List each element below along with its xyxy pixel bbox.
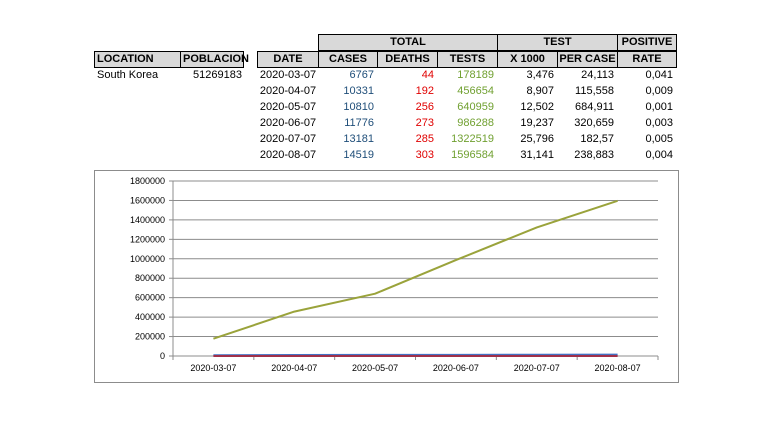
total-group-header: TOTAL [318,34,498,51]
cell-tests[interactable]: 1322519 [451,133,494,145]
x-tick-label: 2020-05-07 [352,363,398,373]
rate-header: RATE [617,51,677,68]
location-header: LOCATION [94,51,181,68]
date-header: DATE [257,51,319,68]
cell-tests[interactable]: 640959 [457,101,494,113]
cell-per-case[interactable]: 24,113 [581,69,614,81]
cell-tests[interactable]: 456654 [457,85,494,97]
x-tick-label: 2020-07-07 [514,363,560,373]
cell-tests[interactable]: 1596584 [451,149,494,161]
tests-header: TESTS [437,51,498,68]
cell-per-case[interactable]: 115,558 [575,85,614,97]
y-tick-label: 1400000 [130,215,165,225]
cell-cases[interactable]: 6767 [349,69,374,81]
cell-cases[interactable]: 10810 [343,101,374,113]
cell-date[interactable]: 2020-07-07 [259,133,317,145]
tests-chart[interactable]: 0 200000 400000 600000 800000 1000000 1200000 1… [94,170,679,383]
positive-group-header: POSITIVE [617,34,677,51]
cell-deaths[interactable]: 273 [415,117,434,129]
cell-per-case[interactable]: 320,659 [574,117,614,129]
cell-deaths[interactable]: 192 [415,85,434,97]
x-tick-label: 2020-06-07 [433,363,479,373]
test-group-header: TEST [497,34,618,51]
cell-x1000[interactable]: 31,141 [520,149,554,161]
poblacion-value[interactable]: 51269183 [193,69,242,81]
cell-x1000[interactable]: 19,237 [520,117,554,129]
cell-per-case[interactable]: 182,57 [580,133,614,145]
y-tick-label: 600000 [135,293,165,303]
series-line-tests [213,199,618,340]
cell-x1000[interactable]: 12,502 [520,101,554,113]
cell-date[interactable]: 2020-05-07 [259,101,317,113]
location-value[interactable]: South Korea [97,69,159,81]
cell-x1000[interactable]: 25,796 [520,133,554,145]
cell-cases[interactable]: 11776 [344,117,374,129]
cell-rate[interactable]: 0,003 [645,117,673,129]
y-tick-label: 400000 [135,312,165,322]
cell-date[interactable]: 2020-08-07 [259,149,317,161]
cell-tests[interactable]: 986288 [457,117,494,129]
cell-deaths[interactable]: 285 [415,133,434,145]
cell-deaths[interactable]: 256 [415,101,434,113]
cell-rate[interactable]: 0,004 [645,149,673,161]
cell-tests[interactable]: 178189 [457,69,494,81]
cell-rate[interactable]: 0,001 [645,101,673,113]
cell-date[interactable]: 2020-04-07 [259,85,317,97]
cell-rate[interactable]: 0,041 [645,69,673,81]
cell-cases[interactable]: 14519 [343,149,374,161]
poblacion-header: POBLACION [180,51,249,68]
cell-per-case[interactable]: 684,911 [575,101,614,113]
y-tick-label: 1800000 [130,176,165,186]
y-tick-label: 1000000 [130,254,165,264]
x-tick-label: 2020-08-07 [595,363,641,373]
cell-deaths[interactable]: 303 [415,149,434,161]
chart-svg: 0 200000 400000 600000 800000 1000000 1200000 1… [130,176,659,373]
y-tick-label: 1200000 [130,234,165,244]
cell-rate[interactable]: 0,005 [645,133,673,145]
deaths-header: DEATHS [377,51,438,68]
cases-header: CASES [318,51,378,68]
y-tick-label: 1600000 [130,195,165,205]
cell-rate[interactable]: 0,009 [645,85,673,97]
y-tick-label: 0 [160,351,165,361]
cell-deaths[interactable]: 44 [421,69,434,81]
cell-x1000[interactable]: 3,476 [526,69,554,81]
cell-cases[interactable]: 10331 [343,85,374,97]
x-tick-label: 2020-03-07 [190,363,236,373]
x1000-header: X 1000 [497,51,558,68]
x-tick-label: 2020-04-07 [271,363,317,373]
cell-per-case[interactable]: 238,883 [574,149,614,161]
cell-date[interactable]: 2020-06-07 [259,117,317,129]
y-tick-label: 200000 [135,332,165,342]
cell-date[interactable]: 2020-03-07 [259,69,317,81]
cell-cases[interactable]: 13181 [343,133,374,145]
cell-x1000[interactable]: 8,907 [526,85,554,97]
per-case-header: PER CASE [557,51,618,68]
y-tick-label: 800000 [135,273,165,283]
